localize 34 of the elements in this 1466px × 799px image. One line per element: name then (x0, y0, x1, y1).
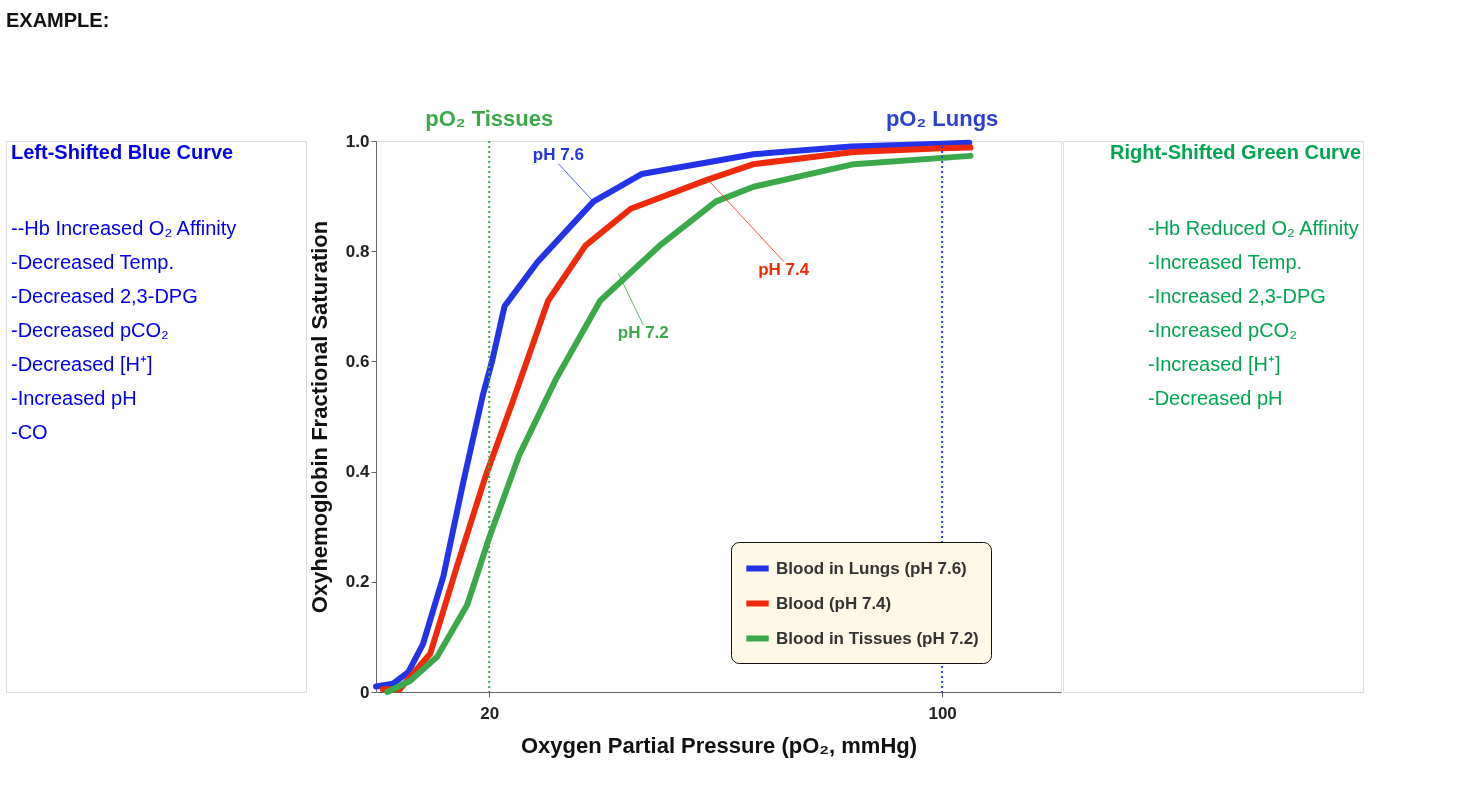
legend-label: Blood in Tissues (pH 7.2) (776, 628, 979, 648)
annotation: pH 7.2 (617, 323, 669, 343)
text: -Decreased pCO₂ (11, 319, 169, 341)
text: -Decreased [H⁺] (11, 353, 153, 375)
text: -Increased 2,3-DPG (1148, 285, 1326, 307)
annotation: pH 7.6 (532, 144, 584, 164)
x-axis-title: Oxygen Partial Pressure (pO₂, mmHg) (520, 732, 918, 758)
legend-label: Blood in Lungs (pH 7.6) (776, 558, 967, 578)
y-tick-label: 1.0 (345, 131, 370, 151)
x-tick-label: 20 (480, 703, 500, 723)
text: EXAMPLE: (6, 9, 110, 31)
text: -Hb Reduced O₂ Affinity (1148, 217, 1359, 239)
y-axis-title: Oxyhemoglobin Fractional Saturation (306, 220, 332, 614)
ref-line-label: pO₂ Lungs (885, 106, 999, 131)
text: -Increased pCO₂ (1148, 319, 1297, 341)
y-tick-label: 0.6 (345, 351, 370, 371)
text: -Increased Temp. (1148, 251, 1303, 273)
text: -CO (11, 421, 48, 443)
text: -Decreased 2,3-DPG (11, 285, 198, 307)
text: -Decreased pH (1148, 387, 1283, 409)
annotation: pH 7.4 (758, 259, 810, 279)
y-tick-label: 0.2 (345, 572, 370, 592)
text: Left-Shifted Blue Curve (11, 141, 234, 163)
legend-label: Blood (pH 7.4) (776, 593, 892, 613)
y-tick-label: 0 (360, 682, 370, 702)
text: -Increased [H⁺] (1148, 353, 1281, 375)
text: -Increased pH (11, 387, 137, 409)
ref-line-label: pO₂ Tissues (425, 106, 554, 131)
y-tick-label: 0.4 (345, 462, 371, 482)
y-tick-label: 0.8 (345, 241, 370, 261)
text: Right-Shifted Green Curve (1110, 141, 1362, 163)
text: -Decreased Temp. (11, 251, 175, 273)
x-tick-label: 100 (928, 703, 957, 723)
text: --Hb Increased O₂ Affinity (11, 217, 237, 239)
